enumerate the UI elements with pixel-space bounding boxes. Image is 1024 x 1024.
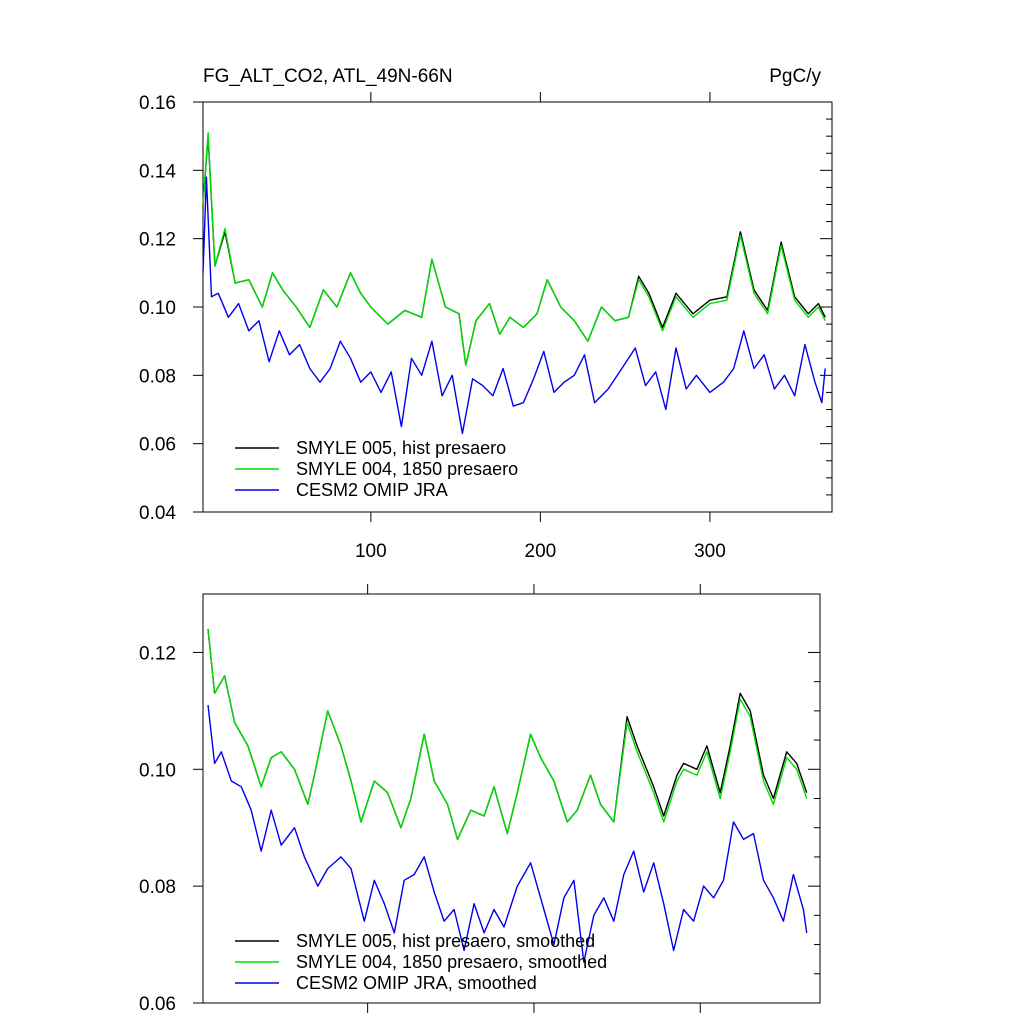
y-tick-label: 0.12 [139,643,176,664]
legend-label: CESM2 OMIP JRA, smoothed [296,973,537,993]
legend-label: SMYLE 004, 1850 presaero, smoothed [296,952,607,972]
y-tick-label: 0.16 [139,93,176,114]
legend-label: SMYLE 005, hist presaero, smoothed [296,931,595,951]
legend-label: SMYLE 005, hist presaero [296,438,506,458]
y-tick-label: 0.10 [139,760,176,781]
y-tick-label: 0.08 [139,877,176,898]
series-line-omip [207,704,808,963]
bottom-panel: 0.06 0.08 0.10 0.12 SMYLE 005, hist presaero… [139,584,821,1015]
legend-label: SMYLE 004, 1850 presaero [296,459,518,479]
series-line-hist [207,629,808,841]
series-line-y1850 [202,132,826,366]
series-line-omip [202,176,826,435]
y-tick-label: 0.08 [139,366,176,387]
x-tick-label: 300 [694,541,726,562]
x-tick-label: 100 [355,541,387,562]
plot-title: FG_ALT_CO2, ATL_49N-66N [203,66,453,87]
y-tick-label: 0.10 [139,298,176,319]
legend-label: CESM2 OMIP JRA [296,480,448,500]
units-label: PgC/y [769,66,821,87]
y-tick-label: 0.06 [139,435,176,456]
series-line-y1850 [207,629,808,841]
y-tick-label: 0.04 [139,503,176,524]
top-panel: 100 200 300 0.04 0.06 0.08 0.10 0.12 0.14 0.16 SMY… [139,92,833,562]
series-line-hist [202,135,826,366]
y-tick-label: 0.14 [139,161,176,182]
y-tick-label: 0.12 [139,230,176,251]
y-tick-label: 0.06 [139,994,176,1015]
x-tick-label: 200 [525,541,557,562]
